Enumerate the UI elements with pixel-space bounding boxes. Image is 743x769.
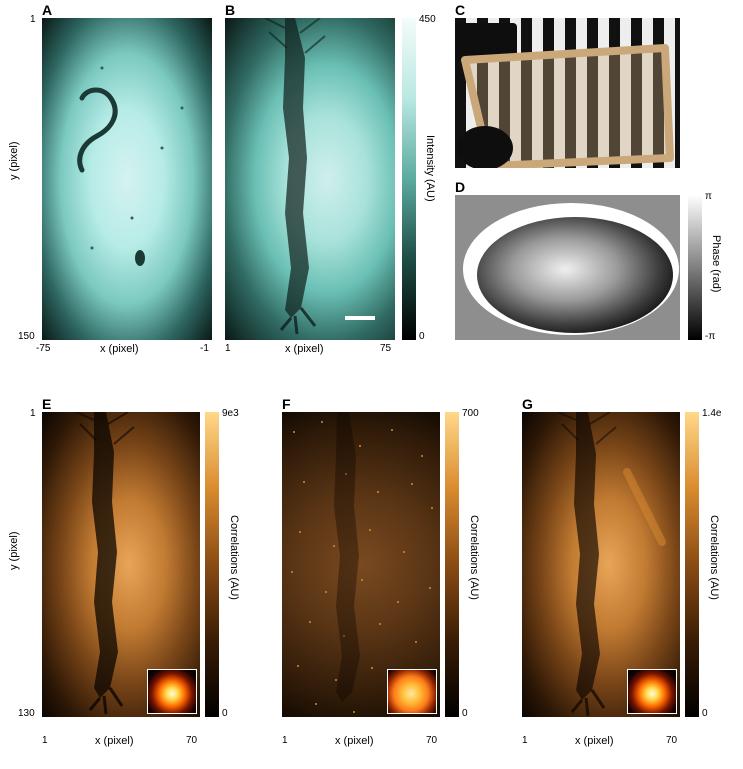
panel-f-image: [282, 412, 440, 717]
panel-a-xtick-left: -75: [36, 343, 50, 354]
panel-e-xtick-right: 70: [186, 735, 197, 746]
panel-g-xtick-left: 1: [522, 735, 528, 746]
panel-f-cb-top: 700: [462, 408, 479, 419]
panel-g-cb-top: 1.4e: [702, 408, 721, 419]
panel-f-label: F: [282, 396, 291, 412]
panel-a-ytick-bottom: 150: [18, 331, 35, 342]
panel-e-label: E: [42, 396, 51, 412]
panel-d-cb-label: Phase (rad): [710, 235, 722, 292]
panel-g-image: [522, 412, 680, 717]
panel-d-colorbar: [688, 195, 702, 340]
panel-a-image: [42, 18, 212, 340]
panel-b: [225, 18, 395, 340]
panel-e-inset-img: [148, 670, 196, 713]
panel-d: [455, 195, 680, 340]
panel-e-cb-top: 9e3: [222, 408, 239, 419]
panel-f-cb-label: Correlations (AU): [468, 515, 480, 600]
phaseplate-frame: [455, 18, 680, 168]
panel-a-xtick-right: -1: [200, 343, 209, 354]
panel-a-xlabel: x (pixel): [100, 343, 139, 355]
panel-b-xtick-left: 1: [225, 343, 231, 354]
panel-e-cb-bottom: 0: [222, 708, 228, 719]
panel-c-image: [455, 18, 680, 168]
panel-e-colorbar: [205, 412, 219, 717]
panel-e-image: [42, 412, 200, 717]
panel-f-xtick-left: 1: [282, 735, 288, 746]
panel-d-cb-bottom: -π: [705, 331, 715, 342]
panel-f-inset: [387, 669, 437, 714]
panel-c: [455, 18, 680, 168]
worm-overlay: [42, 18, 212, 340]
panel-b-image: [225, 18, 395, 340]
panel-b-cb-top: 450: [419, 14, 436, 25]
panel-d-image: [455, 195, 680, 340]
insect-leg-overlay-b: [225, 18, 395, 340]
figure-root: A 1 150 y (pixel) -75 -1 x (pixel) B: [0, 0, 743, 769]
panel-g-colorbar: [685, 412, 699, 717]
panel-g-cb-label: Correlations (AU): [708, 515, 720, 600]
panel-f-colorbar: [445, 412, 459, 717]
panel-b-label: B: [225, 2, 235, 18]
panel-e-xtick-left: 1: [42, 735, 48, 746]
panel-e-ylabel: y (pixel): [8, 531, 20, 570]
panel-e: [42, 412, 200, 717]
panel-g-label: G: [522, 396, 533, 412]
panel-a-ylabel: y (pixel): [8, 141, 20, 180]
panel-f-xlabel: x (pixel): [335, 735, 374, 747]
panel-b-xlabel: x (pixel): [285, 343, 324, 355]
panel-f-cb-bottom: 0: [462, 708, 468, 719]
panel-e-cb-label: Correlations (AU): [228, 515, 240, 600]
panel-f: [282, 412, 440, 717]
panel-d-label: D: [455, 179, 465, 195]
panel-e-xlabel: x (pixel): [95, 735, 134, 747]
panel-d-cb-top: π: [705, 191, 712, 202]
panel-a-label: A: [42, 2, 52, 18]
panel-c-label: C: [455, 2, 465, 18]
panel-e-ytick-bottom: 130: [18, 708, 35, 719]
panel-b-xtick-right: 75: [380, 343, 391, 354]
phase-map: [455, 195, 680, 340]
panel-b-cb-label: Intensity (AU): [424, 135, 436, 202]
panel-e-inset: [147, 669, 197, 714]
panel-b-scalebar: [345, 316, 375, 320]
panel-a-ytick-top: 1: [30, 14, 36, 25]
panel-g-cb-bottom: 0: [702, 708, 708, 719]
panel-g-xtick-right: 70: [666, 735, 677, 746]
panel-e-ytick-top: 1: [30, 408, 36, 419]
panel-b-colorbar: [402, 18, 416, 340]
panel-g: [522, 412, 680, 717]
panel-g-xlabel: x (pixel): [575, 735, 614, 747]
panel-b-cb-bottom: 0: [419, 331, 425, 342]
panel-f-xtick-right: 70: [426, 735, 437, 746]
panel-g-inset-img: [628, 670, 676, 713]
panel-g-inset: [627, 669, 677, 714]
panel-a: [42, 18, 212, 340]
panel-f-inset-img: [388, 670, 436, 713]
